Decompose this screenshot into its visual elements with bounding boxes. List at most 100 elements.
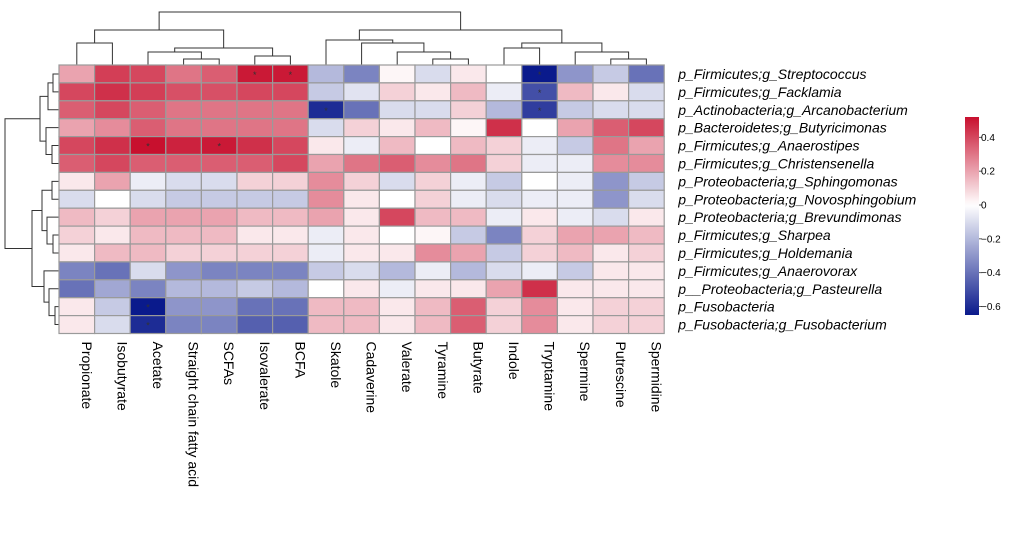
dendrogram-branch <box>94 29 225 48</box>
column-label: Cadaverine <box>364 342 380 414</box>
heatmap-cell <box>236 225 274 245</box>
heatmap-cell <box>378 261 416 281</box>
row-label: p_Proteobacteria;g_Brevundimonas <box>677 209 901 225</box>
row-label: p_Proteobacteria;g_Novosphingobium <box>677 191 916 207</box>
heatmap-cell <box>343 315 380 335</box>
heatmap-cell <box>521 297 558 317</box>
heatmap-cell <box>485 171 523 191</box>
legend-tick-label: −0.4 <box>981 268 1001 279</box>
column-label: Straight chain fatty acid <box>186 342 202 488</box>
heatmap-cell <box>414 118 452 138</box>
heatmap-cell <box>378 153 416 173</box>
heatmap-cell <box>58 136 96 156</box>
heatmap-cell <box>165 207 203 227</box>
heatmap-cell <box>343 225 380 245</box>
heatmap-cell <box>414 297 452 317</box>
heatmap-cell <box>129 225 167 245</box>
heatmap-cell <box>272 136 309 156</box>
dendrogram-branch <box>183 58 220 65</box>
heatmap-cell <box>272 315 309 335</box>
column-label: Butyrate <box>470 342 486 394</box>
significance-marker: * <box>538 70 542 80</box>
heatmap-cell <box>129 261 167 281</box>
heatmap-cell <box>200 225 238 245</box>
heatmap-cell <box>378 171 416 191</box>
heatmap-cell <box>93 279 131 299</box>
significance-marker: * <box>324 106 328 116</box>
heatmap-cell <box>165 171 203 191</box>
heatmap-cell <box>200 279 238 299</box>
heatmap-cell <box>627 118 665 138</box>
heatmap-cell <box>378 100 416 120</box>
heatmap-cell <box>200 82 238 102</box>
legend-tick-label: 0.4 <box>981 133 995 144</box>
heatmap-cell <box>58 100 96 120</box>
heatmap-cell <box>93 315 131 335</box>
heatmap-cell <box>378 118 416 138</box>
heatmap-cell <box>58 171 96 191</box>
heatmap-cell <box>450 100 487 120</box>
heatmap-cell <box>378 243 416 263</box>
significance-marker: * <box>146 303 150 313</box>
heatmap-cell <box>93 153 131 173</box>
column-label: Isobutyrate <box>114 342 130 411</box>
heatmap-cell <box>521 243 558 263</box>
column-label: BCFA <box>292 342 308 379</box>
column-label: Isovalerate <box>257 342 273 411</box>
legend-tick-label: 0 <box>981 201 987 212</box>
heatmap-cell <box>556 82 594 102</box>
heatmap-cell <box>556 261 594 281</box>
heatmap-cell <box>165 136 203 156</box>
heatmap-cell <box>378 189 416 209</box>
heatmap-cell <box>556 153 594 173</box>
heatmap-cell <box>556 118 594 138</box>
heatmap-cell <box>343 297 380 317</box>
significance-marker: * <box>146 142 150 152</box>
heatmap-cell <box>343 171 380 191</box>
dendrogram-branch <box>358 29 563 43</box>
heatmap-cell <box>378 279 416 299</box>
heatmap-cell <box>343 153 380 173</box>
heatmap-cell <box>485 118 523 138</box>
heatmap-cell <box>343 82 380 102</box>
heatmap-cell <box>485 297 523 317</box>
heatmap-cell <box>236 243 274 263</box>
heatmap-cell <box>93 225 131 245</box>
heatmap-cell <box>129 243 167 263</box>
heatmap-cell <box>165 315 203 335</box>
heatmap-cell <box>627 315 665 335</box>
heatmap-cell <box>414 64 452 84</box>
heatmap-cell <box>521 207 558 227</box>
heatmap-cell <box>307 189 345 209</box>
dendrogram-branch <box>325 39 394 65</box>
heatmap-cell <box>627 171 665 191</box>
heatmap-cell <box>200 207 238 227</box>
row-label: p_Firmicutes;g_Holdemania <box>677 245 853 261</box>
row-label: p_Proteobacteria;g_Sphingomonas <box>677 173 898 189</box>
heatmap-cell <box>592 118 630 138</box>
significance-marker: * <box>253 70 257 80</box>
heatmap-cell <box>93 136 131 156</box>
heatmap-cell <box>58 118 96 138</box>
heatmap-cell <box>307 136 345 156</box>
heatmap-cell <box>165 261 203 281</box>
heatmap-cell <box>556 136 594 156</box>
heatmap-cell <box>556 100 594 120</box>
row-label: p_Bacteroidetes;g_Butyricimonas <box>677 120 887 136</box>
heatmap-cell <box>200 171 238 191</box>
row-label: p_Firmicutes;g_Streptococcus <box>677 66 866 82</box>
color-legend: 0.4 0.2 0 −0.2 −0.4 −0.6 <box>965 117 1001 315</box>
heatmap-cell <box>521 136 558 156</box>
heatmap-cell <box>93 207 131 227</box>
heatmap-cell <box>93 243 131 263</box>
row-dendrogram <box>4 73 59 326</box>
heatmap-cell <box>307 243 345 263</box>
heatmap-cell <box>627 82 665 102</box>
dendrogram-branch <box>158 11 462 30</box>
heatmap-cell <box>627 64 665 84</box>
dendrogram-branch <box>52 234 59 254</box>
heatmap-cell <box>343 64 380 84</box>
heatmap-cell <box>272 171 309 191</box>
dendrogram-branch <box>254 55 291 65</box>
heatmap-cell <box>93 171 131 191</box>
